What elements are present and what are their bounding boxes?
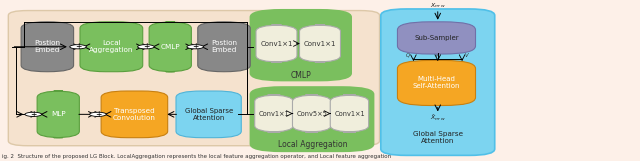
Text: Transposed
Convolution: Transposed Convolution	[113, 108, 156, 121]
Text: Conv5×5: Conv5×5	[296, 111, 327, 117]
Text: Conv1×1: Conv1×1	[334, 111, 365, 117]
FancyBboxPatch shape	[256, 25, 297, 62]
Text: Conv1×1: Conv1×1	[260, 41, 292, 47]
Text: Sub-Sampler: Sub-Sampler	[414, 35, 459, 41]
FancyBboxPatch shape	[149, 22, 191, 72]
Text: +: +	[75, 42, 81, 51]
Text: $X_{m{\cdot}w}$: $X_{m{\cdot}w}$	[430, 1, 445, 10]
Text: ig. 2  Structure of the proposed LG Block. LocalAggregation represents the local: ig. 2 Structure of the proposed LG Block…	[2, 154, 391, 160]
Text: +: +	[192, 42, 198, 51]
Text: +: +	[95, 110, 101, 119]
Text: $\hat{X}_{m{\cdot}w}$: $\hat{X}_{m{\cdot}w}$	[430, 112, 445, 123]
Text: Multi-Head
Self-Attention: Multi-Head Self-Attention	[413, 76, 460, 90]
Text: Conv1×1: Conv1×1	[304, 41, 336, 47]
Text: Postion
Embed: Postion Embed	[211, 40, 237, 53]
Text: Conv1×1: Conv1×1	[259, 111, 289, 117]
FancyBboxPatch shape	[21, 22, 74, 72]
FancyBboxPatch shape	[101, 91, 168, 138]
FancyBboxPatch shape	[250, 86, 374, 152]
Text: +: +	[30, 110, 36, 119]
Circle shape	[187, 45, 204, 49]
Text: Global Sparse
Attention: Global Sparse Attention	[184, 108, 233, 121]
Circle shape	[90, 112, 106, 116]
Text: Local
Aggregation: Local Aggregation	[89, 40, 134, 53]
Text: Postion
Embed: Postion Embed	[35, 40, 60, 53]
FancyBboxPatch shape	[198, 22, 250, 72]
FancyBboxPatch shape	[250, 9, 352, 81]
Text: CMLP: CMLP	[291, 71, 311, 80]
FancyBboxPatch shape	[397, 22, 476, 54]
Circle shape	[138, 45, 154, 49]
Text: MLP: MLP	[51, 111, 65, 117]
Circle shape	[70, 45, 86, 49]
FancyBboxPatch shape	[8, 11, 380, 146]
FancyBboxPatch shape	[300, 25, 340, 62]
FancyBboxPatch shape	[292, 95, 331, 132]
Circle shape	[25, 112, 42, 116]
FancyBboxPatch shape	[80, 22, 143, 72]
Text: $V$: $V$	[464, 51, 470, 59]
Text: Global Sparse
Attention: Global Sparse Attention	[413, 131, 463, 144]
FancyBboxPatch shape	[397, 60, 476, 105]
Text: +: +	[143, 42, 149, 51]
FancyBboxPatch shape	[176, 91, 241, 138]
FancyBboxPatch shape	[255, 95, 293, 132]
Text: $Q$: $Q$	[405, 51, 412, 59]
Text: CMLP: CMLP	[161, 44, 180, 50]
FancyBboxPatch shape	[330, 95, 369, 132]
FancyBboxPatch shape	[381, 9, 495, 155]
Text: $K$: $K$	[435, 51, 441, 59]
FancyBboxPatch shape	[37, 91, 79, 138]
Text: Local Aggregation: Local Aggregation	[278, 140, 347, 149]
